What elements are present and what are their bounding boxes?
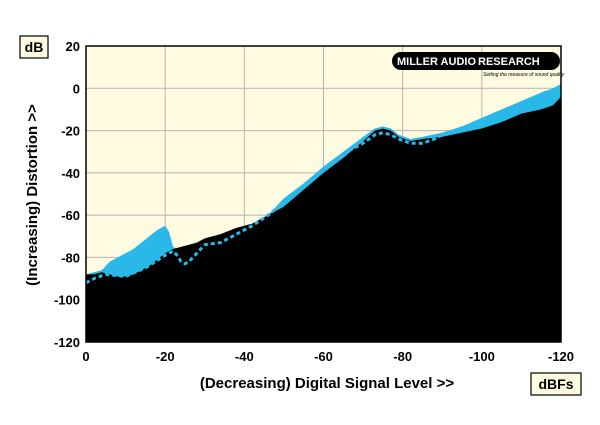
x-tick-label: -40: [235, 349, 254, 364]
x-tick-label: -100: [469, 349, 495, 364]
miller-audio-research-logo: MILLER AUDIO RESEARCH Setting the measur…: [392, 52, 565, 78]
y-unit-label: dB: [25, 39, 44, 55]
y-tick-label: -40: [61, 166, 80, 181]
y-unit-box: dB: [19, 35, 49, 59]
y-tick-label: -120: [54, 335, 80, 350]
x-tick-label: -120: [548, 349, 574, 364]
x-axis-title: (Decreasing) Digital Signal Level >>: [200, 375, 454, 392]
x-tick-label: -20: [156, 349, 175, 364]
x-unit-label: dBFs: [539, 376, 574, 392]
y-tick-label: 20: [66, 39, 80, 54]
y-tick-label: -80: [61, 250, 80, 265]
logo-text-right: RESEARCH: [478, 56, 540, 68]
x-unit-box: dBFs: [530, 372, 582, 396]
y-tick-label: -60: [61, 208, 80, 223]
logo-tagline: Setting the measure of sound quality: [483, 72, 565, 78]
x-tick-label: -80: [393, 349, 412, 364]
black-area-series: [86, 96, 561, 342]
logo-text-left: MILLER AUDIO: [397, 56, 476, 68]
y-tick-label: 0: [73, 81, 80, 96]
x-tick-label: 0: [82, 349, 89, 364]
y-tick-label: -100: [54, 293, 80, 308]
y-axis-title: (Increasing) Distortion >>: [24, 104, 41, 286]
x-tick-label: -60: [314, 349, 333, 364]
y-tick-label: -20: [61, 124, 80, 139]
dashed-line-series: [85, 131, 443, 285]
plot-frame: [85, 45, 562, 343]
